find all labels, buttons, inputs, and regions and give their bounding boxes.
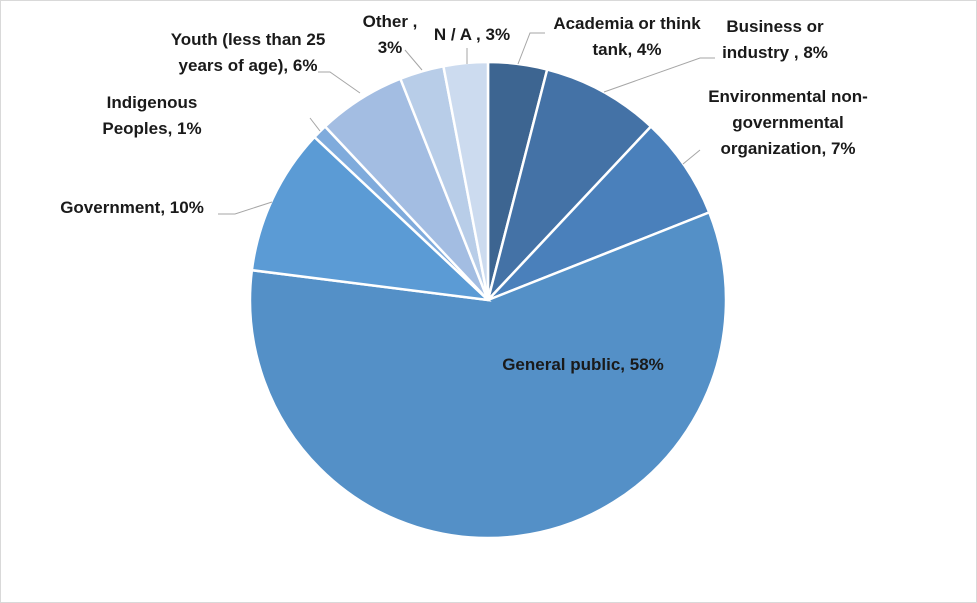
category-label: General public, bbox=[502, 355, 626, 374]
data-label: Indigenous Peoples, 1% bbox=[87, 90, 217, 142]
data-label: Other , 3% bbox=[360, 9, 420, 61]
leader-line bbox=[517, 32, 545, 65]
data-label: N / A , 3% bbox=[412, 22, 532, 48]
data-label: Academia or think tank, 4% bbox=[537, 11, 717, 63]
pie-slice bbox=[486, 67, 653, 301]
data-label: Environmental non-governmental organizat… bbox=[688, 84, 888, 162]
pie-slice bbox=[250, 135, 492, 302]
pie-slice bbox=[441, 60, 490, 301]
category-label: Business or industry , bbox=[722, 17, 824, 62]
value-label: 7% bbox=[830, 139, 856, 158]
leader-line bbox=[218, 201, 273, 215]
category-label: N / A , bbox=[433, 25, 481, 44]
data-label: General public, 58% bbox=[458, 352, 708, 378]
leader-line bbox=[404, 49, 423, 71]
value-label: 10% bbox=[169, 198, 204, 217]
leader-line bbox=[318, 71, 361, 94]
data-label: Business or industry , 8% bbox=[710, 14, 840, 66]
value-label: 1% bbox=[177, 119, 202, 138]
value-label: 6% bbox=[292, 56, 318, 75]
category-label: Other , bbox=[362, 12, 418, 31]
category-label: Government, bbox=[60, 198, 166, 217]
category-label: Environmental non-governmental organizat… bbox=[708, 87, 868, 158]
category-label: Indigenous Peoples, bbox=[102, 93, 198, 138]
leader-line bbox=[603, 57, 715, 93]
category-label: Academia or think tank, bbox=[553, 14, 701, 59]
value-label: 3% bbox=[377, 38, 403, 57]
category-label: Youth (less than 25 years of age), bbox=[170, 30, 326, 75]
data-label: Youth (less than 25 years of age), 6% bbox=[148, 27, 348, 79]
leader-line bbox=[309, 117, 321, 132]
value-label: 8% bbox=[803, 43, 828, 62]
leader-lines bbox=[218, 32, 715, 215]
leader-line bbox=[682, 149, 701, 165]
data-label: Government, 10% bbox=[22, 195, 242, 221]
pie-slice bbox=[248, 210, 728, 540]
value-label: 3% bbox=[485, 25, 511, 44]
value-label: 4% bbox=[636, 40, 662, 59]
pie-slice bbox=[487, 124, 711, 302]
value-label: 58% bbox=[629, 355, 664, 374]
